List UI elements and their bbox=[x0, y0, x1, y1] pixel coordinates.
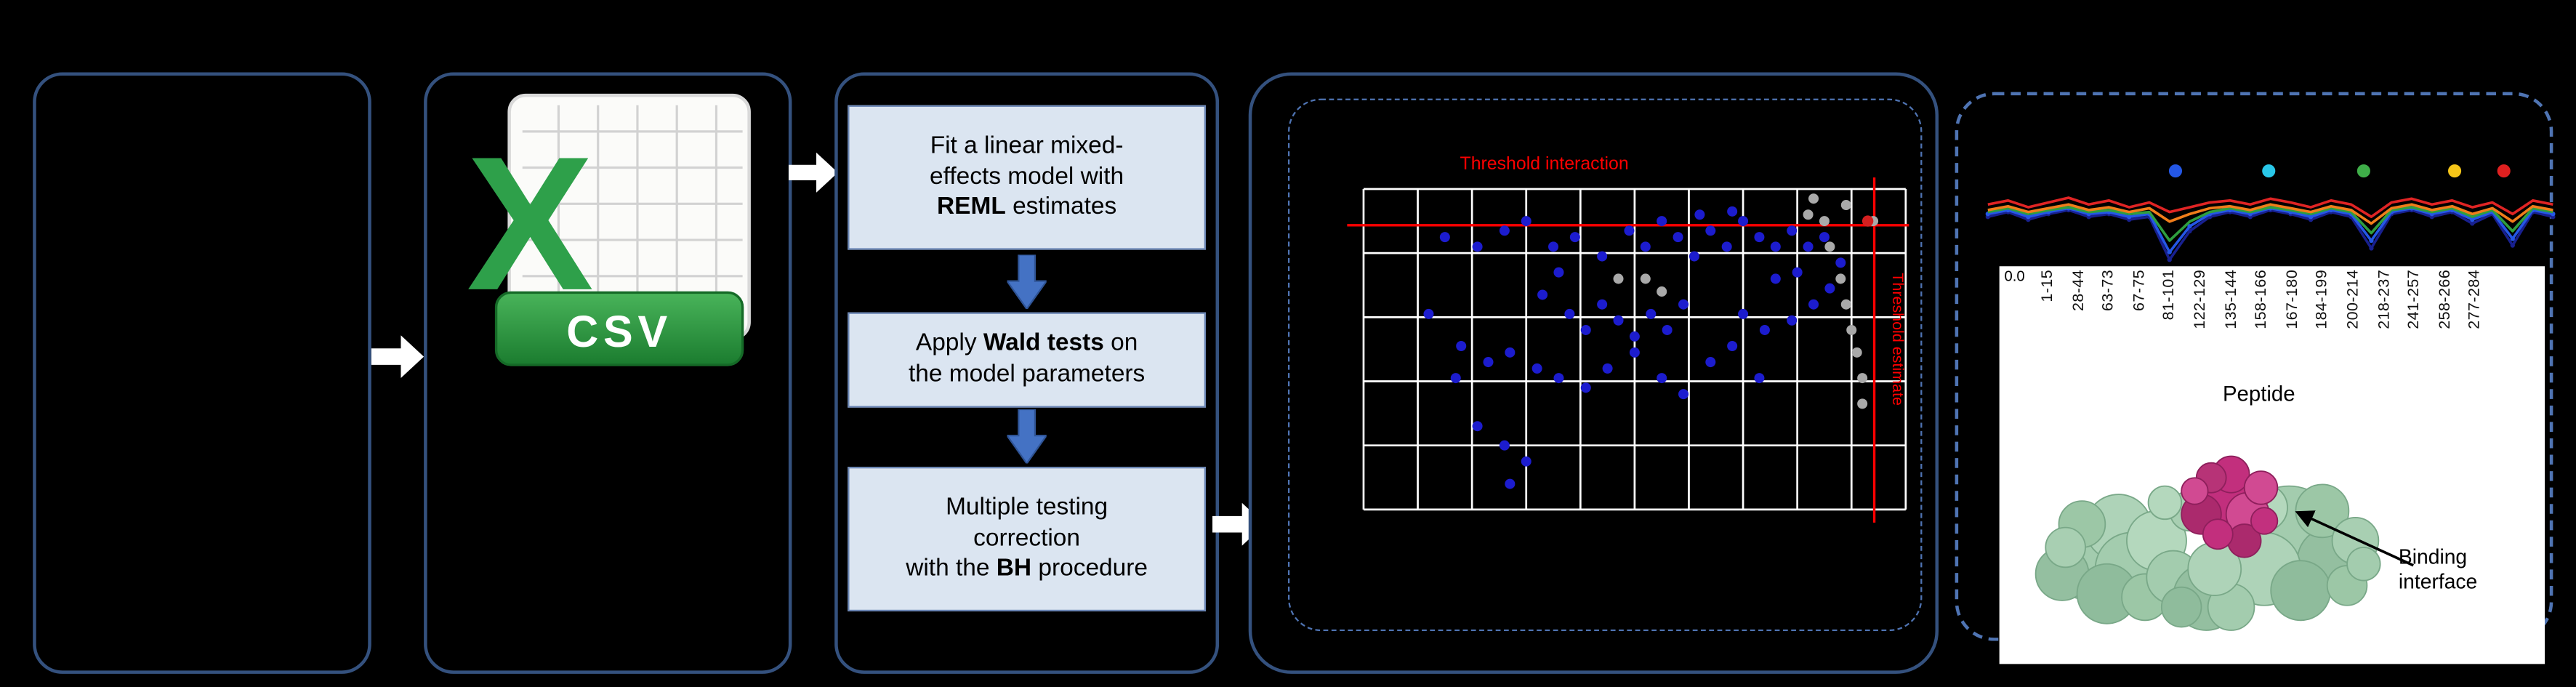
flow-arrow-right-icon bbox=[788, 152, 838, 193]
peptide-series-lines bbox=[1985, 196, 2556, 262]
step-text-after: procedure bbox=[1031, 556, 1148, 583]
peptide-axis-area: 0.0 1-15 28-44 63-73 67-75 81-101 122-129 135-… bbox=[1999, 266, 2545, 664]
peptide-tick: 1-15 bbox=[2038, 269, 2057, 302]
panel-empty bbox=[33, 72, 371, 674]
step-text-bold: BH bbox=[996, 556, 1032, 583]
peptide-tick: 135-144 bbox=[2222, 269, 2240, 329]
x-axis-label: Peptide bbox=[2222, 381, 2295, 406]
scatter-points bbox=[1423, 193, 1879, 489]
csv-file-icon: X CSV bbox=[467, 93, 751, 366]
peptide-tick: 258-266 bbox=[2436, 269, 2455, 329]
step-text-after: on the model parameters bbox=[908, 330, 1146, 388]
flow-arrow-down-icon bbox=[1007, 409, 1047, 464]
scatter-plot: Threshold interaction Threshold estimate bbox=[1347, 153, 1909, 523]
binding-interface-label: Binding interface bbox=[2398, 545, 2478, 593]
peptide-tick: 28-44 bbox=[2069, 269, 2088, 311]
step-wald-text: Apply Wald tests on the model parameters bbox=[909, 329, 1145, 391]
peptide-tick: 122-129 bbox=[2191, 269, 2210, 329]
peptide-line-chart bbox=[1985, 164, 2556, 262]
scatter-title: Threshold interaction bbox=[1460, 153, 1629, 174]
step-text-before: Fit a linear mixed- effects model with bbox=[930, 132, 1124, 190]
peptide-tick: 218-237 bbox=[2375, 269, 2394, 329]
peptide-tick: 167-180 bbox=[2283, 269, 2302, 329]
step-wald-box: Apply Wald tests on the model parameters bbox=[848, 312, 1206, 408]
step-text-bold: Wald tests bbox=[983, 330, 1104, 357]
y-axis-tick: 0.0 bbox=[2004, 268, 2025, 285]
flow-arrow-down-icon bbox=[1007, 254, 1047, 310]
csv-banner bbox=[494, 291, 744, 366]
step-text-before: Multiple testing correction with the bbox=[906, 494, 1108, 583]
peptide-tick: 63-73 bbox=[2099, 269, 2118, 311]
scatter-dashed-frame bbox=[1287, 98, 1923, 632]
step-bh-box: Multiple testing correction with the BH … bbox=[848, 467, 1206, 612]
peptide-tick: 277-284 bbox=[2466, 269, 2485, 329]
step-text-bold: REML bbox=[937, 194, 1006, 222]
peptide-tick: 67-75 bbox=[2130, 269, 2149, 311]
step-bh-text: Multiple testing correction with the BH … bbox=[906, 492, 1148, 585]
step-reml-text: Fit a linear mixed- effects model with R… bbox=[930, 131, 1124, 224]
condition-dots bbox=[2168, 164, 2511, 178]
peptide-tick: 81-101 bbox=[2161, 269, 2179, 321]
csv-banner-label: CSV bbox=[566, 307, 672, 356]
peptide-tick: 184-199 bbox=[2314, 269, 2333, 329]
flow-arrow-right-icon bbox=[371, 335, 424, 378]
protein-binding-patch bbox=[2181, 455, 2279, 558]
scatter-side-label: Threshold estimate bbox=[1889, 273, 1907, 406]
protein-structure bbox=[2034, 455, 2381, 631]
peptide-tick: 241-257 bbox=[2405, 269, 2424, 329]
peptide-tick: 158-166 bbox=[2253, 269, 2271, 329]
step-text-before: Apply bbox=[915, 330, 983, 357]
scatter-grid bbox=[1362, 188, 1907, 511]
step-text-after: estimates bbox=[1005, 194, 1117, 222]
peptide-tick: 200-214 bbox=[2344, 269, 2363, 329]
step-reml-box: Fit a linear mixed- effects model with R… bbox=[848, 105, 1206, 250]
